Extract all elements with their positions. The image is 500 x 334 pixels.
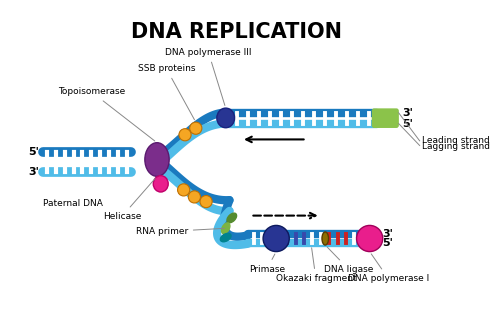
Circle shape (178, 184, 190, 196)
Circle shape (190, 122, 202, 134)
Circle shape (188, 191, 200, 203)
Circle shape (356, 225, 382, 252)
Text: Okazaki fragment: Okazaki fragment (276, 248, 356, 283)
Text: 3': 3' (28, 167, 39, 177)
Ellipse shape (220, 233, 231, 242)
Text: DNA polymerase I: DNA polymerase I (348, 254, 429, 283)
Text: RNA primer: RNA primer (136, 227, 224, 236)
Ellipse shape (322, 232, 328, 245)
Text: 5': 5' (382, 238, 393, 248)
Ellipse shape (222, 223, 230, 233)
Text: Helicase: Helicase (103, 178, 155, 221)
Text: Topoisomerase: Topoisomerase (58, 88, 155, 141)
Text: Paternal DNA: Paternal DNA (43, 199, 103, 208)
Text: Primase: Primase (249, 254, 285, 274)
Ellipse shape (227, 213, 236, 223)
Text: SSB proteins: SSB proteins (138, 64, 195, 120)
Text: 3': 3' (402, 108, 413, 118)
Text: 5': 5' (28, 147, 39, 157)
Text: 5': 5' (402, 119, 413, 129)
FancyBboxPatch shape (372, 109, 398, 127)
Text: 3': 3' (382, 229, 393, 239)
Text: Leading strand: Leading strand (422, 136, 490, 145)
Ellipse shape (217, 108, 234, 128)
Text: DNA ligase: DNA ligase (324, 247, 374, 274)
Circle shape (200, 195, 212, 208)
Circle shape (179, 129, 191, 141)
Text: Lagging strand: Lagging strand (422, 142, 490, 151)
Circle shape (263, 225, 289, 252)
Text: DNA REPLICATION: DNA REPLICATION (131, 22, 342, 42)
Ellipse shape (145, 143, 169, 176)
Ellipse shape (154, 176, 168, 192)
Text: DNA polymerase III: DNA polymerase III (165, 48, 252, 106)
